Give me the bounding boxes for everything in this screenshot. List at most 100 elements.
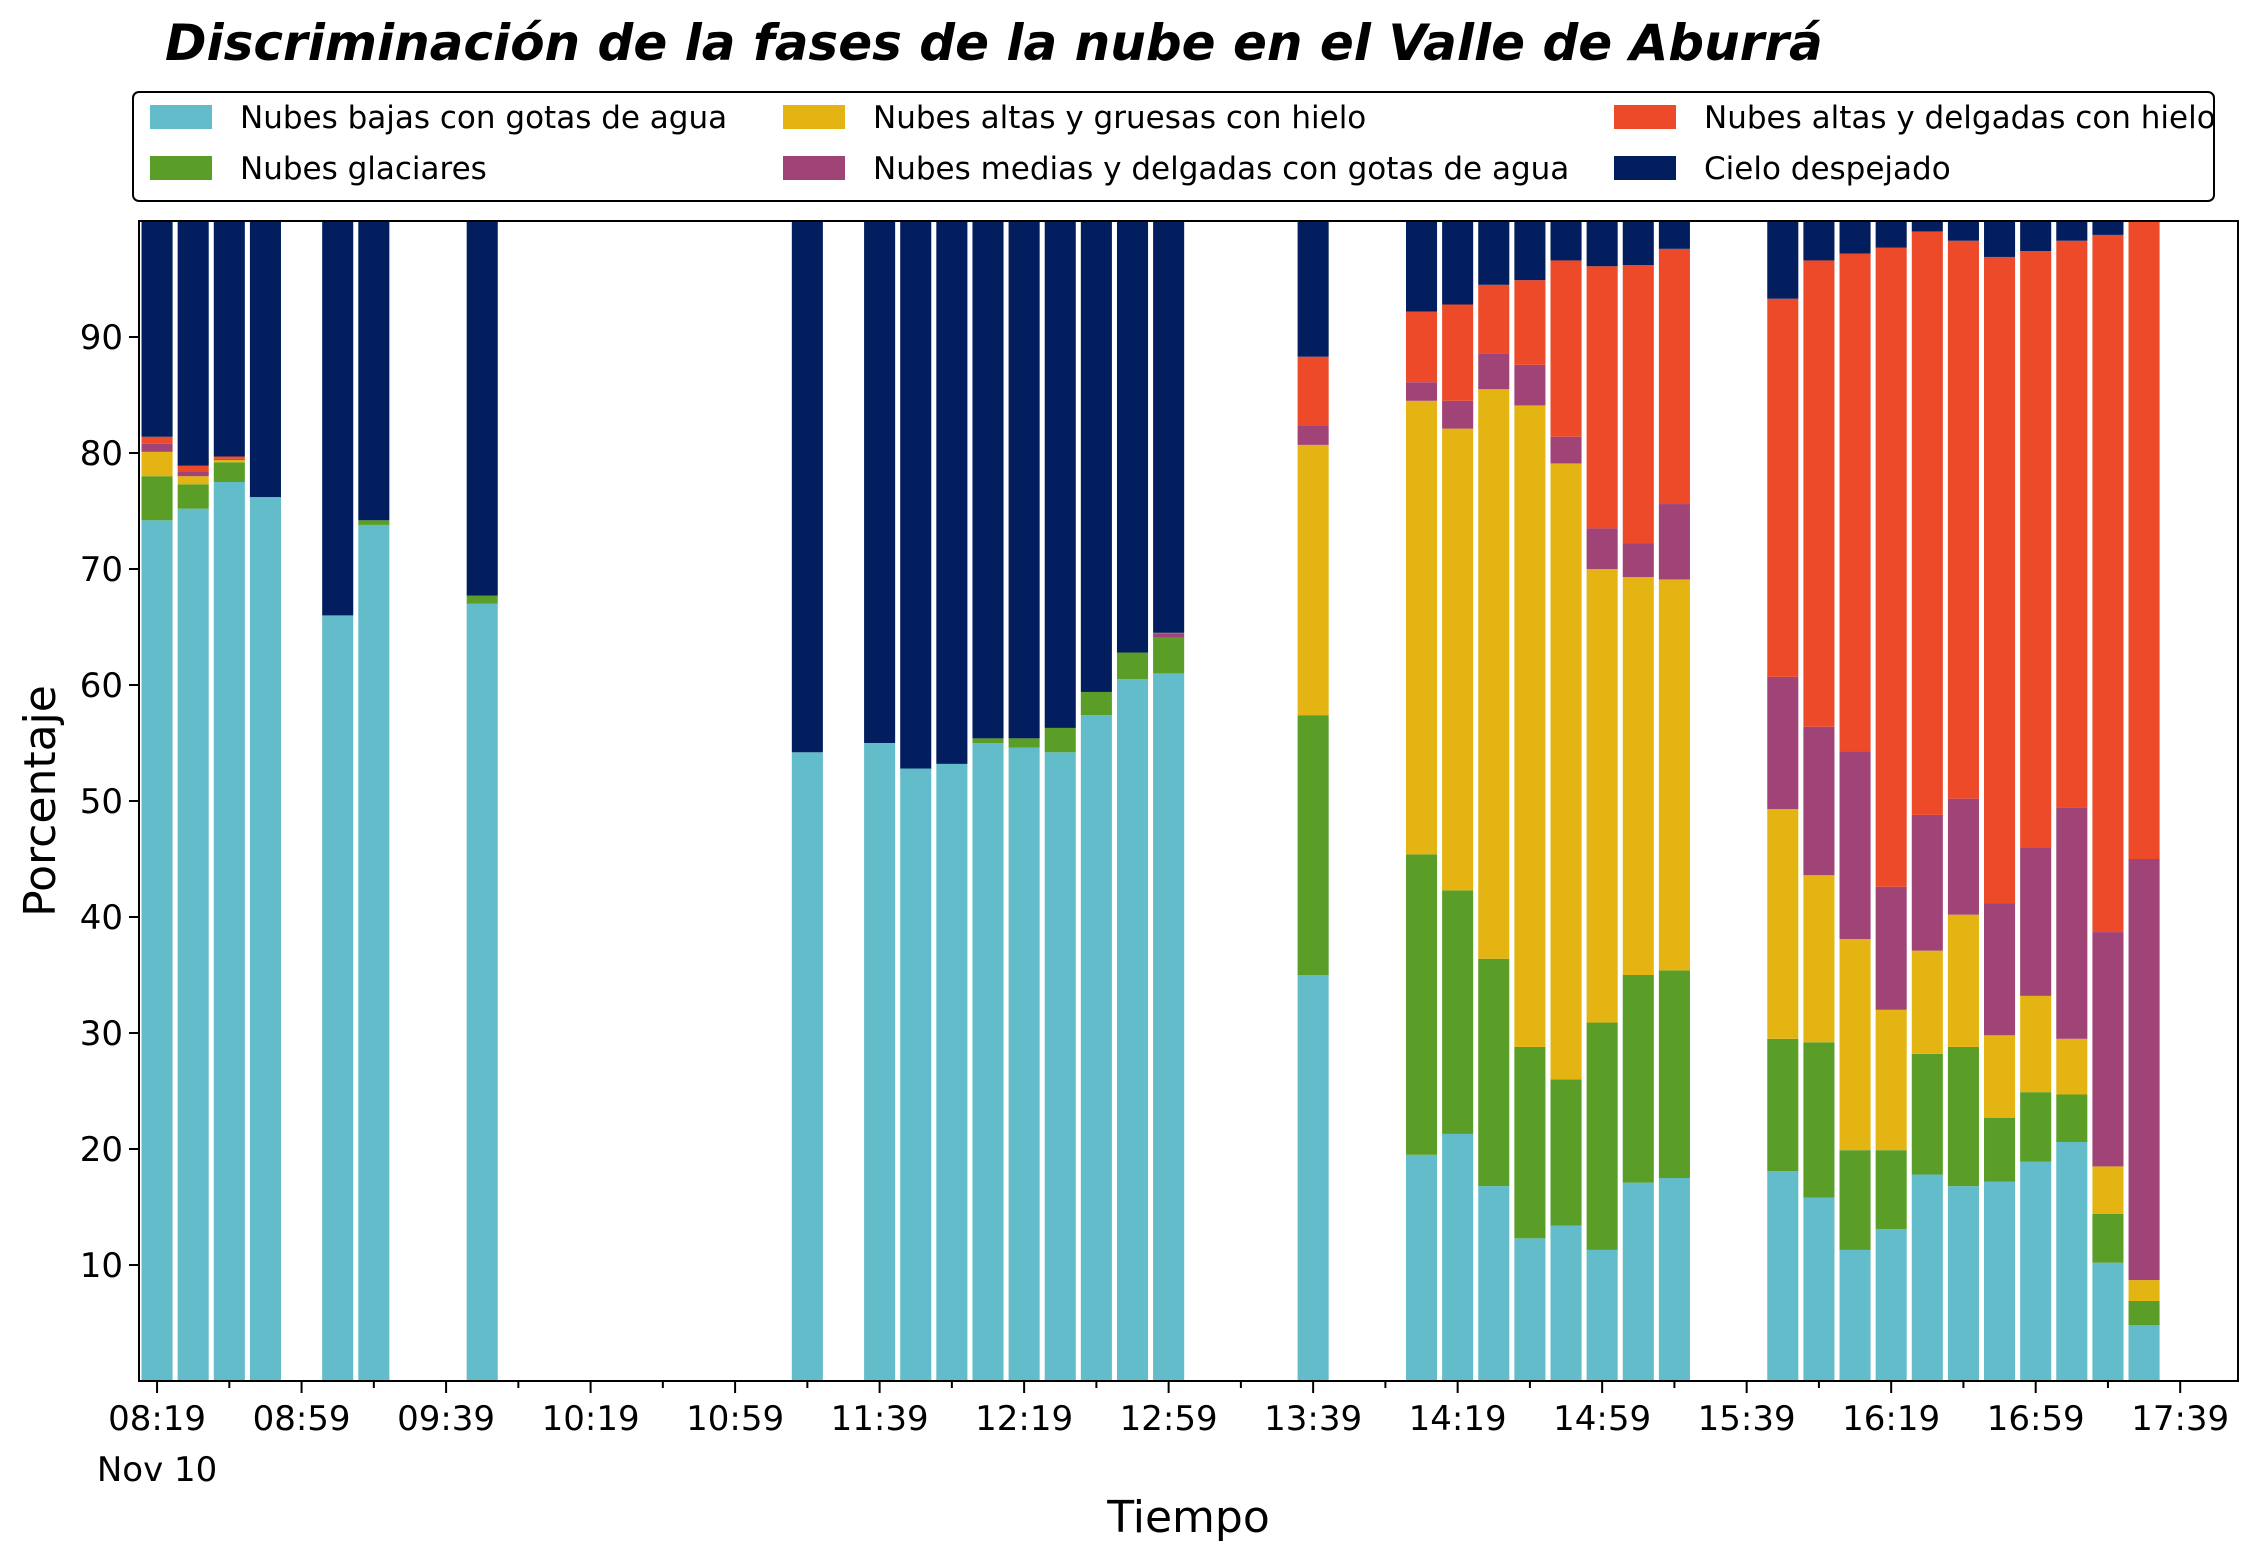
bar-segment-29-5: [1875, 221, 1907, 248]
bar-segment-25-5: [1658, 221, 1690, 249]
bar-segment-4-0: [322, 615, 354, 1381]
bar-segment-2-1: [213, 462, 245, 482]
legend-label-3: Nubes medias y delgadas con gotas de agu…: [873, 151, 1569, 187]
y-tick-label-2: 30: [80, 1014, 123, 1054]
bar-segment-10-0: [936, 763, 968, 1381]
bar-segment-21-2: [1514, 405, 1546, 1047]
bar-segment-13-5: [1044, 221, 1076, 728]
bar-segment-23-4: [1586, 266, 1618, 529]
bar-segment-34-4: [2056, 240, 2088, 808]
bar-segment-33-4: [2020, 251, 2052, 848]
bar-segment-14-5: [1080, 221, 1112, 692]
bar-segment-21-5: [1514, 221, 1546, 281]
bar-segment-30-1: [1911, 1053, 1943, 1175]
bar-segment-19-2: [1442, 428, 1474, 891]
bar-segment-31-5: [1947, 221, 1979, 241]
bar-segment-36-3: [2128, 859, 2160, 1281]
bar-segment-20-1: [1478, 958, 1510, 1187]
bar-segment-16-3: [1153, 633, 1185, 638]
bar-segment-29-2: [1875, 1009, 1907, 1151]
bar-segment-30-0: [1911, 1174, 1943, 1381]
bar-segment-27-2: [1803, 875, 1835, 1043]
bar-segment-0-2: [141, 451, 173, 477]
bar-segment-9-0: [900, 768, 932, 1381]
bar-segment-26-3: [1767, 676, 1799, 810]
bar-segment-22-2: [1550, 463, 1582, 1080]
bar-segment-35-3: [2092, 932, 2124, 1167]
bar-segment-7-0: [791, 752, 823, 1381]
bar-segment-16-1: [1153, 637, 1185, 674]
bar-segment-30-2: [1911, 950, 1943, 1054]
bar-segment-25-4: [1658, 248, 1690, 505]
bar-segment-16-0: [1153, 673, 1185, 1381]
bar-segment-34-1: [2056, 1094, 2088, 1143]
bar-segment-15-5: [1116, 221, 1149, 653]
x-tick-label-12: 16:19: [1842, 1399, 1940, 1439]
bar-segment-2-5: [213, 221, 245, 457]
bar-segment-34-5: [2056, 221, 2088, 241]
bar-segment-2-4: [213, 456, 245, 459]
bar-segment-2-2: [213, 459, 245, 463]
bar-segment-0-5: [141, 221, 173, 437]
bar-segment-1-4: [177, 465, 209, 472]
legend-label-0: Nubes bajas con gotas de agua: [240, 100, 727, 136]
legend-swatch-5: [1614, 156, 1676, 180]
bar-segment-22-1: [1550, 1079, 1582, 1226]
legend-frame: [132, 91, 2215, 202]
bar-segment-22-0: [1550, 1225, 1582, 1381]
x-tick-label-5: 11:39: [831, 1399, 929, 1439]
bar-segment-25-3: [1658, 504, 1690, 580]
bar-segment-31-2: [1947, 914, 1979, 1047]
bar-segment-33-5: [2020, 221, 2052, 252]
x-tick-label-10: 14:59: [1553, 1399, 1651, 1439]
bar-segment-28-3: [1839, 751, 1871, 940]
bar-segment-14-0: [1080, 715, 1112, 1381]
chart-title: Discriminación de la fases de la nube en…: [165, 14, 1823, 72]
bar-segment-23-0: [1586, 1249, 1618, 1381]
bar-segment-25-2: [1658, 579, 1690, 971]
bar-segment-30-3: [1911, 814, 1943, 951]
bar-segment-2-3: [213, 458, 245, 460]
bar-segment-33-2: [2020, 995, 2052, 1093]
bar-segment-28-2: [1839, 939, 1871, 1151]
legend-label-4: Nubes altas y delgadas con hielo: [1704, 100, 2216, 136]
y-tick-label-5: 60: [80, 666, 123, 706]
bar-segment-13-1: [1044, 727, 1076, 753]
x-axis: 08:19 08:59 09:39 10:19 10:59 11:39 12:19 12:59…: [108, 1381, 2229, 1439]
bar-segment-27-4: [1803, 260, 1835, 727]
bar-segment-34-3: [2056, 807, 2088, 1039]
bar-segment-29-4: [1875, 247, 1907, 887]
bar-segment-34-0: [2056, 1142, 2088, 1381]
x-tick-label-14: 17:39: [2131, 1399, 2229, 1439]
bar-segment-26-4: [1767, 298, 1799, 677]
bar-segment-35-2: [2092, 1166, 2124, 1214]
bar-segment-22-4: [1550, 260, 1582, 437]
bar-segment-30-4: [1911, 231, 1943, 815]
x-tick-label-9: 14:19: [1409, 1399, 1507, 1439]
bar-segment-17-0: [1297, 975, 1329, 1381]
bar-segment-19-0: [1442, 1133, 1474, 1381]
legend-swatch-2: [783, 105, 845, 129]
bar-segment-29-0: [1875, 1229, 1907, 1381]
bar-segment-1-1: [177, 484, 209, 509]
bar-segment-24-3: [1622, 543, 1654, 578]
bar-segment-31-4: [1947, 240, 1979, 799]
x-axis-title: Tiempo: [1106, 1492, 1270, 1543]
bar-segment-30-5: [1911, 221, 1943, 232]
bar-segment-26-0: [1767, 1171, 1799, 1381]
x-tick-label-11: 15:39: [1698, 1399, 1796, 1439]
bar-segment-5-5: [358, 221, 390, 521]
bar-segment-19-3: [1442, 400, 1474, 429]
bar-segment-1-5: [177, 221, 209, 466]
bar-segment-21-1: [1514, 1046, 1546, 1239]
bar-segment-18-2: [1405, 400, 1438, 855]
bar-segment-20-5: [1478, 221, 1510, 285]
bar-segment-17-3: [1297, 425, 1329, 445]
bar-segment-25-1: [1658, 970, 1690, 1178]
bar-segment-31-0: [1947, 1186, 1979, 1381]
legend-swatch-3: [783, 156, 845, 180]
legend-label-2: Nubes altas y gruesas con hielo: [873, 100, 1366, 136]
bar-segment-28-0: [1839, 1249, 1871, 1381]
bar-segment-24-2: [1622, 577, 1654, 975]
